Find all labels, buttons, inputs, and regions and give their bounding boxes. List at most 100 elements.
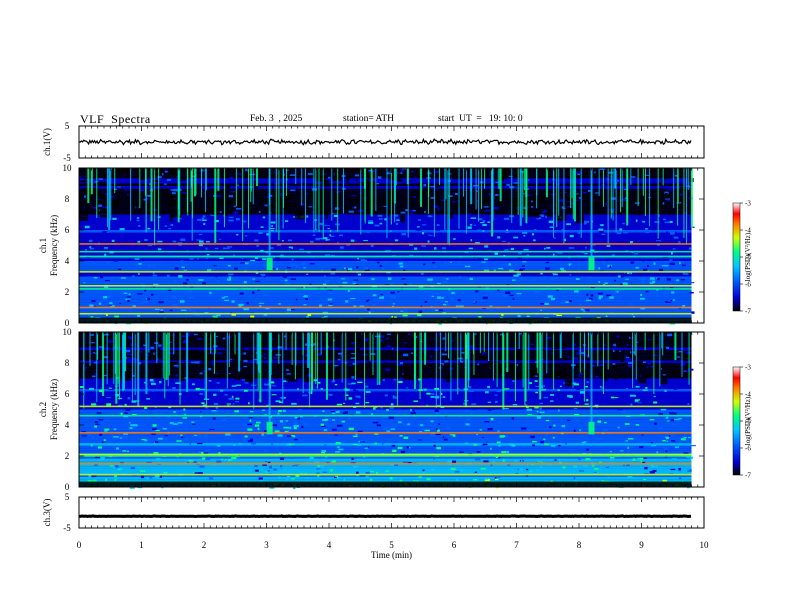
spectrogram-cell [289, 303, 293, 306]
spectrogram-cell [399, 479, 403, 482]
spectrogram-cell [224, 373, 228, 376]
spectrogram-cell [367, 361, 370, 364]
spectrogram-cell [586, 399, 589, 402]
spectrogram-cell [381, 443, 384, 445]
spectrogram-cell [592, 464, 595, 467]
spectrogram-cell [534, 290, 541, 293]
spectrogram-cell [212, 381, 215, 384]
spectrogram-cell [388, 387, 390, 389]
spectrogram-row [79, 235, 692, 238]
spectrogram-cell [100, 382, 102, 385]
spectrogram-cell [121, 277, 126, 279]
spectrogram-cell [559, 385, 562, 388]
spectrogram-cell [290, 278, 296, 281]
spectrogram-cell [95, 455, 100, 458]
spectrogram-cell [671, 434, 675, 437]
spectrogram-cell [649, 282, 654, 284]
spectrogram-cell [526, 315, 530, 317]
spectrogram-cell [667, 420, 670, 422]
sferic-streak [644, 332, 646, 351]
spectrogram-row [79, 302, 692, 305]
sferic-streak [502, 332, 505, 410]
spectrogram-cell [239, 368, 242, 370]
spectrogram-cell [396, 179, 403, 182]
spectrogram-cell [404, 310, 409, 313]
spectrogram-cell [579, 358, 583, 361]
spectrogram-cell [211, 464, 217, 466]
spectrogram-cell [403, 436, 409, 439]
spectrogram-cell [209, 352, 214, 355]
spectrogram-cell [270, 227, 275, 230]
sferic-streak [173, 332, 175, 355]
spectrogram-cell [643, 268, 648, 271]
spectrogram-cell [197, 218, 202, 221]
spectrogram-cell [281, 475, 285, 477]
spectrogram-cell [226, 336, 231, 339]
spectrogram-dark-patch [403, 374, 414, 381]
spectrogram-cell [650, 366, 656, 368]
spectrogram-cell [330, 272, 336, 275]
spectrogram-cell [586, 276, 592, 279]
spectrogram-cell [473, 364, 477, 367]
spectrogram-cell [615, 377, 618, 380]
spectrogram-cell [584, 220, 589, 223]
spectrogram-cell [84, 177, 89, 179]
spectrogram-cell [337, 424, 343, 427]
spectrogram-cell [540, 303, 545, 305]
spectrogram-cell [141, 438, 147, 441]
spectrogram-cell [355, 395, 361, 398]
spectrogram-cell [391, 316, 394, 318]
spectrogram-cell [399, 435, 403, 437]
spectrogram-cell [500, 350, 504, 353]
spectrogram-cell [620, 283, 623, 286]
y-tick-label: 5 [65, 121, 70, 131]
spectrogram-cell [259, 479, 264, 482]
band-line [79, 271, 692, 273]
spectrogram-cell [359, 305, 365, 307]
spectrogram-cell [540, 272, 543, 275]
spectrogram-cell [437, 296, 441, 299]
spectrogram-cell [328, 334, 332, 337]
spectrogram-cell [299, 248, 304, 251]
spectrogram-cell [250, 449, 256, 451]
spectrogram-cell [355, 171, 359, 173]
spectrogram-cell [436, 412, 442, 415]
spectrogram-cell [373, 407, 376, 410]
spectrogram-cell [161, 194, 165, 197]
sferic-streak [573, 168, 576, 222]
spectrogram-cell [281, 423, 286, 426]
spectrogram-cell [334, 207, 339, 210]
spectrogram-cell [167, 416, 171, 418]
spectrogram-dark-patch [225, 344, 238, 355]
spectrogram-cell [571, 382, 577, 385]
spectrogram-cell [342, 281, 348, 284]
spectrogram-cell [613, 343, 616, 347]
spectrogram-cell [216, 335, 218, 338]
spectrogram-cell [240, 262, 245, 264]
spectrogram-cell [508, 443, 515, 446]
spectrogram-cell [441, 199, 446, 201]
spectrogram-cell [584, 274, 588, 276]
x-axis-label: Time (min) [371, 550, 412, 560]
spectrogram-cell [202, 282, 206, 285]
spectrogram-cell [418, 476, 422, 478]
spectrogram-cell [625, 356, 630, 359]
spectrogram-cell [254, 469, 259, 472]
spectrogram-cell [351, 281, 356, 283]
spectrogram-cell [334, 364, 339, 367]
spectrogram-cell [517, 468, 520, 470]
spectrogram-cell [168, 228, 171, 230]
spectrogram-cell [96, 412, 102, 414]
sferic-streak [205, 332, 207, 408]
spectrogram-cell [675, 446, 679, 449]
spectrogram-cell [485, 456, 490, 460]
spectrogram-cell [261, 237, 264, 239]
spectrogram-cell [670, 299, 673, 302]
sferic-streak [659, 332, 661, 387]
spectrogram-cell [136, 238, 141, 240]
spectrogram-cell [114, 478, 117, 481]
spectrogram-cell [409, 242, 414, 244]
spectrogram-cell [444, 201, 450, 203]
sferic-streak [584, 332, 586, 370]
spectrogram-cell [338, 234, 343, 237]
